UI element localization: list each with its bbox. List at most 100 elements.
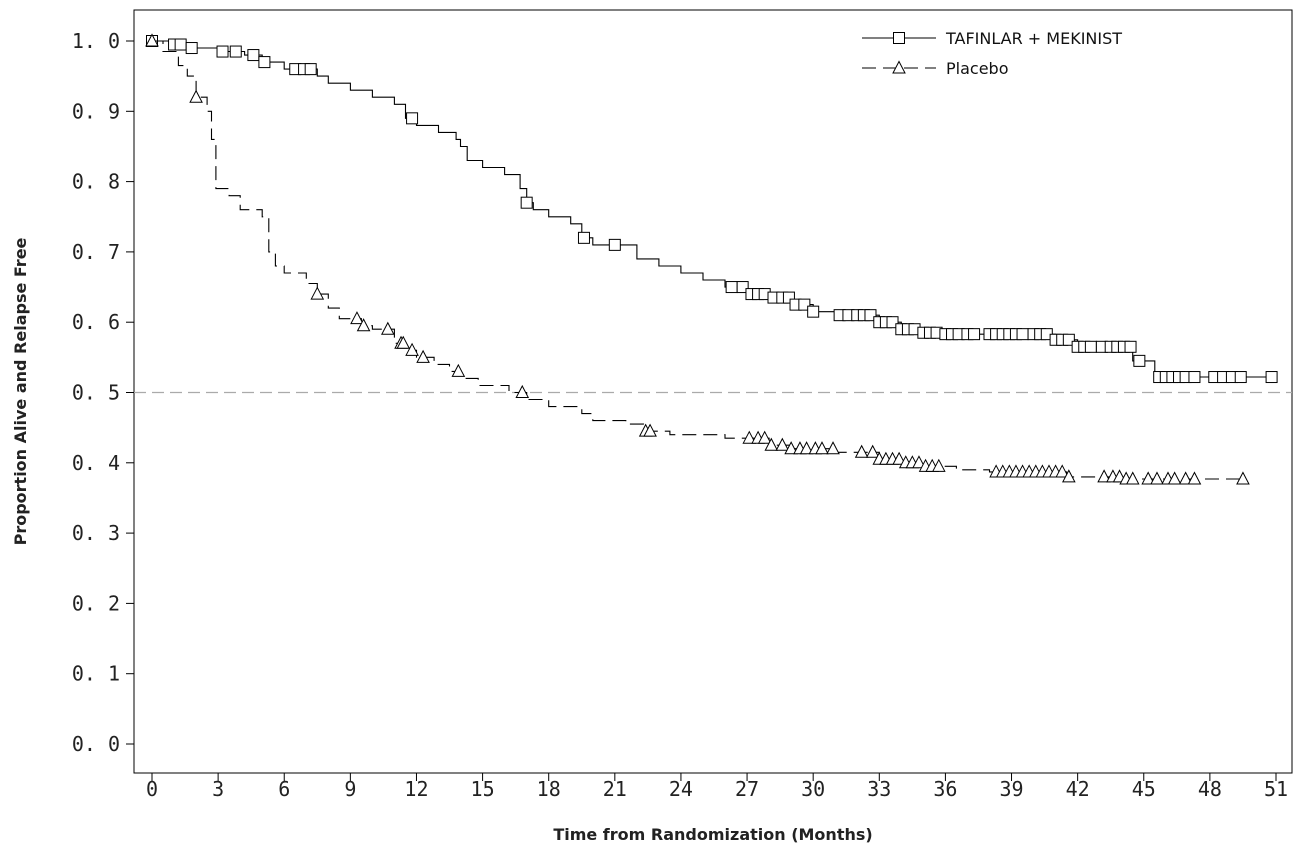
censor-marker	[1124, 340, 1137, 353]
x-axis-ticks: 0 3 6 9 12 15 18 21 24 27 30 33 36 39 42 45 48 51	[146, 773, 1288, 801]
censor-marker	[1062, 469, 1076, 483]
censor-marker	[757, 430, 772, 444]
x-tick-label: 30	[801, 777, 825, 801]
censor-marker	[451, 363, 466, 377]
censor-marker	[1133, 354, 1146, 367]
censor-marker	[416, 349, 430, 363]
x-tick-label: 39	[999, 777, 1023, 801]
censor-marker	[229, 45, 242, 58]
y-tick-label: 0. 5	[72, 381, 120, 405]
censor-marker	[1062, 333, 1075, 346]
censor-marker	[145, 33, 159, 47]
y-tick-label: 0. 9	[72, 99, 120, 123]
censor-marker	[1234, 371, 1247, 384]
censor-marker	[189, 89, 203, 103]
censor-marker	[764, 437, 779, 451]
censor-marker	[912, 455, 926, 469]
censor-marker	[865, 444, 880, 458]
series-tafinlar-mekinist	[146, 35, 1278, 384]
censor-marker	[854, 444, 869, 458]
series-layer	[145, 33, 1278, 485]
legend-item: Placebo	[862, 59, 1008, 78]
x-tick-label: 3	[212, 777, 224, 801]
censor-marker	[1188, 371, 1201, 384]
censor-marker	[1150, 471, 1164, 485]
x-tick-label: 15	[471, 777, 495, 801]
censor-marker	[396, 335, 411, 349]
series-placebo	[145, 33, 1250, 485]
censor-marker	[1125, 471, 1140, 485]
legend: TAFINLAR + MEKINIST Placebo	[862, 29, 1122, 78]
censor-marker	[807, 305, 820, 318]
censor-marker	[1178, 471, 1193, 485]
censor-marker	[380, 321, 395, 335]
legend-square-icon	[893, 32, 905, 44]
censor-marker	[799, 441, 814, 455]
censor-marker	[931, 458, 946, 472]
legend-label: Placebo	[946, 59, 1008, 78]
y-tick-label: 1. 0	[72, 29, 120, 53]
y-tick-label: 0. 3	[72, 521, 120, 545]
censor-marker	[815, 441, 829, 455]
censor-marker	[515, 384, 530, 398]
censor-marker	[892, 451, 906, 465]
censor-marker	[782, 291, 795, 304]
x-tick-label: 48	[1198, 777, 1222, 801]
y-tick-label: 0. 0	[72, 732, 120, 756]
censor-marker	[798, 298, 811, 311]
legend-label: TAFINLAR + MEKINIST	[945, 29, 1122, 48]
x-tick-label: 9	[344, 777, 356, 801]
censor-marker	[736, 281, 749, 294]
censor-marker	[247, 49, 260, 62]
censor-marker	[864, 309, 877, 322]
censor-marker	[1265, 371, 1278, 384]
y-tick-label: 0. 4	[72, 451, 120, 475]
y-tick-label: 0. 7	[72, 240, 120, 264]
y-axis-title: Proportion Alive and Relapse Free	[11, 237, 30, 545]
x-tick-label: 33	[867, 777, 891, 801]
censor-marker	[405, 342, 419, 356]
legend-item: TAFINLAR + MEKINIST	[862, 29, 1122, 48]
censor-marker	[174, 38, 187, 51]
x-tick-label: 6	[278, 777, 290, 801]
censor-marker	[1167, 471, 1182, 485]
series-line	[152, 40, 1276, 378]
y-axis-ticks: 0. 0 0. 1 0. 2 0. 3 0. 4 0. 5 0. 6 0. 7 0. 8 0. 9…	[72, 29, 134, 756]
censor-marker	[1187, 471, 1202, 485]
censor-marker	[406, 112, 419, 125]
censor-marker	[643, 423, 657, 437]
y-tick-label: 0. 8	[72, 170, 120, 194]
censor-marker	[1016, 328, 1029, 341]
censor-marker	[350, 311, 364, 325]
censor-marker	[725, 281, 738, 294]
censor-marker	[1097, 469, 1111, 483]
censor-marker	[608, 238, 621, 251]
censor-marker	[258, 56, 271, 69]
censor-marker	[1055, 464, 1070, 478]
x-tick-label: 51	[1264, 777, 1288, 801]
censor-marker	[742, 430, 757, 444]
y-tick-label: 0. 6	[72, 310, 120, 334]
censor-marker	[775, 437, 790, 451]
censor-marker	[185, 42, 198, 55]
censor-marker	[520, 196, 533, 209]
x-tick-label: 27	[735, 777, 759, 801]
y-tick-label: 0. 1	[72, 662, 120, 686]
censor-marker	[1141, 471, 1155, 485]
censor-marker	[356, 318, 371, 332]
censor-marker	[784, 441, 798, 455]
censor-marker	[1236, 471, 1250, 485]
censor-marker	[577, 231, 590, 244]
x-tick-label: 12	[404, 777, 428, 801]
censor-marker	[310, 286, 325, 300]
censor-marker	[826, 441, 840, 455]
x-tick-label: 0	[146, 777, 158, 801]
censor-marker	[304, 63, 317, 76]
x-tick-label: 21	[603, 777, 627, 801]
x-tick-label: 45	[1132, 777, 1156, 801]
plot-frame	[133, 9, 1293, 774]
series-line	[152, 40, 1243, 480]
x-tick-label: 24	[669, 777, 693, 801]
